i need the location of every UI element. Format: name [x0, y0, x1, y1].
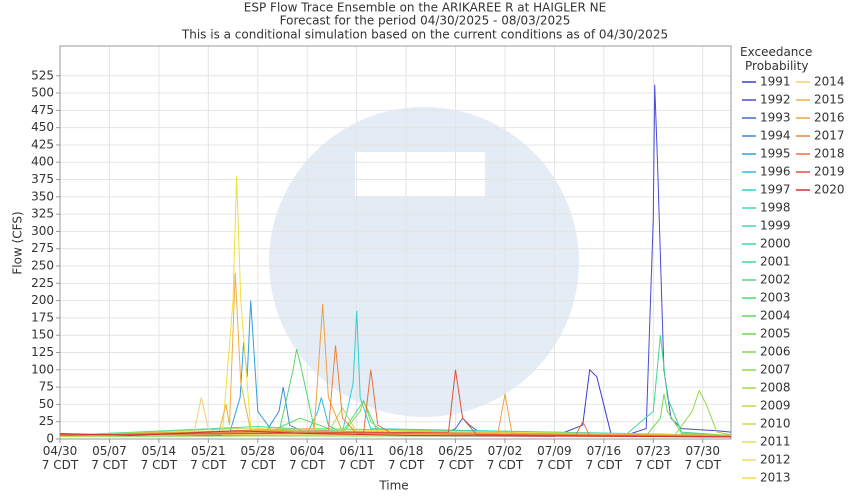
y-tick-label: 225 [31, 276, 54, 290]
y-tick-label: 125 [31, 345, 54, 359]
x-tick-label: 05/21 7 CDT [190, 444, 227, 472]
chart-subtitle: Forecast for the period 04/30/2025 - 08/… [280, 14, 571, 28]
watermark [269, 107, 579, 417]
y-tick-label: 250 [31, 259, 54, 273]
y-tick-label: 375 [31, 172, 54, 186]
y-tick-label: 525 [31, 68, 54, 82]
legend-label: 2010 [760, 417, 791, 431]
y-tick-label: 350 [31, 189, 54, 203]
y-tick-label: 100 [31, 362, 54, 376]
legend-label: 2020 [814, 183, 845, 197]
series-line [59, 430, 732, 438]
y-tick-label: 425 [31, 137, 54, 151]
legend-label: 2002 [760, 273, 791, 287]
legend-label: 2012 [760, 453, 791, 467]
legend-label: 1998 [760, 201, 791, 215]
series-line [59, 300, 732, 436]
legend-label: 2017 [814, 129, 845, 143]
legend-label: 2014 [814, 75, 845, 89]
chart-note: This is a conditional simulation based o… [181, 28, 668, 42]
x-tick-label: 07/30 7 CDT [685, 444, 722, 472]
y-axis-label: Flow (CFS) [11, 211, 25, 274]
legend-label: 1994 [760, 129, 791, 143]
y-tick-label: 300 [31, 224, 54, 238]
y-tick-label: 200 [31, 293, 54, 307]
y-tick-label: 400 [31, 155, 54, 169]
x-tick-label: 07/09 7 CDT [536, 444, 573, 472]
x-tick-label: 05/28 7 CDT [240, 444, 277, 472]
y-tick-label: 325 [31, 207, 54, 221]
y-tick-label: 75 [39, 380, 54, 394]
x-tick-label: 05/07 7 CDT [91, 444, 128, 472]
legend-label: 2003 [760, 291, 791, 305]
legend-label: 2008 [760, 381, 791, 395]
legend-title: Exceedance Probability [740, 45, 812, 73]
legend-label: 2019 [814, 165, 845, 179]
y-tick-label: 500 [31, 86, 54, 100]
legend-label: 2009 [760, 399, 791, 413]
legend-label: 1999 [760, 219, 791, 233]
y-tick-label: 50 [39, 397, 54, 411]
legend-label: 2013 [760, 471, 791, 485]
chart-title: ESP Flow Trace Ensemble on the ARIKAREE … [244, 1, 606, 15]
legend-label: 1996 [760, 165, 791, 179]
y-tick-label: 25 [39, 414, 54, 428]
legend-label: 1995 [760, 147, 791, 161]
legend-label: 2001 [760, 255, 791, 269]
x-tick-label: 05/14 7 CDT [141, 444, 178, 472]
plot-frame [59, 45, 732, 440]
legend-label: 1997 [760, 183, 791, 197]
y-tick-label: 175 [31, 310, 54, 324]
x-tick-label: 06/11 7 CDT [338, 444, 375, 472]
y-tick-label: 475 [31, 103, 54, 117]
x-tick-label: 04/30 7 CDT [42, 444, 79, 472]
legend-label: 2018 [814, 147, 845, 161]
y-tick-label: 0 [46, 432, 54, 446]
legend-label: 1992 [760, 93, 791, 107]
series-line [60, 84, 732, 436]
x-tick-label: 07/23 7 CDT [635, 444, 672, 472]
x-tick-label: 06/18 7 CDT [388, 444, 425, 472]
x-tick-label: 06/04 7 CDT [289, 444, 326, 472]
legend-label: 2007 [760, 363, 791, 377]
legend-label: 1993 [760, 111, 791, 125]
series-line [59, 272, 732, 436]
legend-label: 2004 [760, 309, 791, 323]
series-line [59, 369, 732, 438]
legend-label: 2006 [760, 345, 791, 359]
series-line [59, 369, 732, 438]
legend-label: 2000 [760, 237, 791, 251]
x-tick-label: 06/25 7 CDT [437, 444, 474, 472]
x-tick-label: 07/02 7 CDT [487, 444, 524, 472]
legend-label: 2005 [760, 327, 791, 341]
y-tick-label: 275 [31, 241, 54, 255]
legend-label: 2011 [760, 435, 791, 449]
x-axis-label: Time [378, 479, 408, 493]
legend-label: 2016 [814, 111, 845, 125]
y-tick-label: 450 [31, 120, 54, 134]
x-tick-label: 07/16 7 CDT [586, 444, 623, 472]
legend-label: 1991 [760, 75, 791, 89]
y-tick-label: 150 [31, 328, 54, 342]
legend-label: 2015 [814, 93, 845, 107]
